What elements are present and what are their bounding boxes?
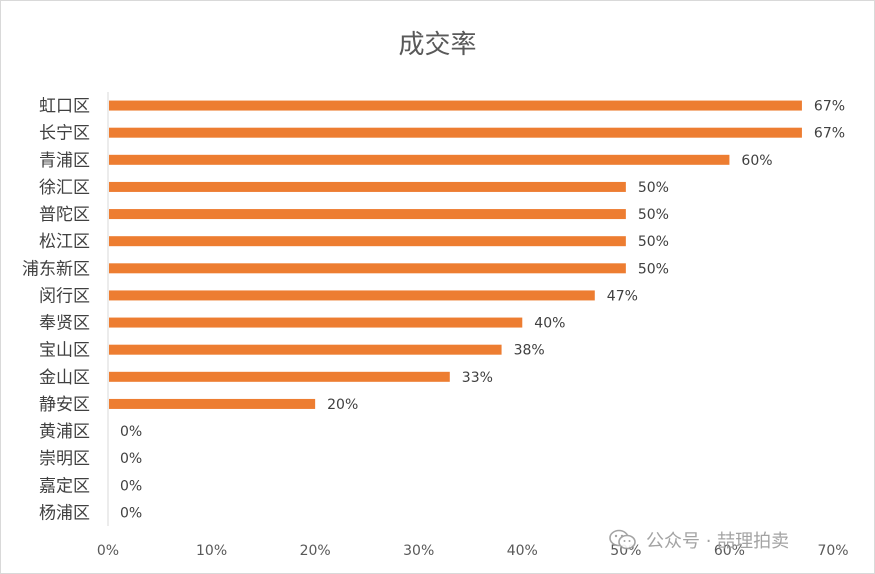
bar	[109, 127, 802, 138]
watermark: 公众号 · 喆理拍卖	[608, 526, 789, 554]
bar	[109, 398, 316, 409]
category-label: 崇明区	[39, 449, 90, 469]
data-label: 67%	[814, 99, 845, 115]
bar	[109, 290, 595, 301]
data-label: 50%	[638, 207, 669, 223]
category-label: 静安区	[39, 395, 90, 415]
x-tick-label: 70%	[817, 543, 848, 559]
category-label: 奉贤区	[39, 314, 90, 334]
x-tick-label: 60%	[714, 543, 745, 559]
x-tick-label: 20%	[300, 543, 331, 559]
data-label: 50%	[638, 234, 669, 250]
data-label: 0%	[120, 424, 142, 440]
category-label: 闵行区	[39, 286, 90, 306]
category-label: 青浦区	[39, 151, 90, 171]
data-label: 67%	[814, 126, 845, 142]
category-label: 浦东新区	[22, 259, 90, 279]
category-label: 虹口区	[39, 97, 90, 117]
category-label: 杨浦区	[39, 503, 90, 523]
category-label: 普陀区	[39, 205, 90, 225]
wechat-icon	[609, 529, 636, 550]
data-label: 0%	[120, 478, 142, 494]
x-tick-label: 0%	[97, 543, 119, 559]
category-label: 松江区	[39, 232, 90, 252]
data-label: 33%	[462, 370, 493, 386]
data-label: 38%	[514, 343, 545, 359]
data-label: 0%	[120, 451, 142, 467]
category-label: 宝山区	[39, 341, 90, 361]
category-label: 黄浦区	[39, 422, 90, 442]
x-tick-label: 50%	[610, 543, 641, 559]
category-label: 嘉定区	[39, 476, 90, 496]
bar	[109, 236, 626, 247]
data-label: 50%	[638, 261, 669, 277]
bar	[109, 181, 626, 192]
bar	[109, 371, 450, 382]
category-label: 长宁区	[39, 124, 90, 144]
chart-title: 成交率	[398, 30, 477, 60]
data-label: 47%	[607, 288, 638, 304]
x-tick-label: 10%	[196, 543, 227, 559]
bar	[109, 263, 626, 274]
data-label: 50%	[638, 180, 669, 196]
category-label: 徐汇区	[39, 178, 90, 198]
bar	[109, 100, 802, 111]
data-label: 40%	[534, 316, 565, 332]
bar	[109, 317, 523, 328]
data-label: 20%	[327, 397, 358, 413]
data-label: 0%	[120, 505, 142, 521]
data-label: 60%	[741, 153, 772, 169]
bar	[109, 209, 626, 220]
x-tick-label: 30%	[403, 543, 434, 559]
bar	[109, 344, 502, 355]
x-tick-label: 40%	[507, 543, 538, 559]
category-label: 金山区	[39, 368, 90, 388]
bar	[109, 154, 730, 165]
watermark-text: 公众号 · 喆理拍卖	[646, 531, 790, 552]
